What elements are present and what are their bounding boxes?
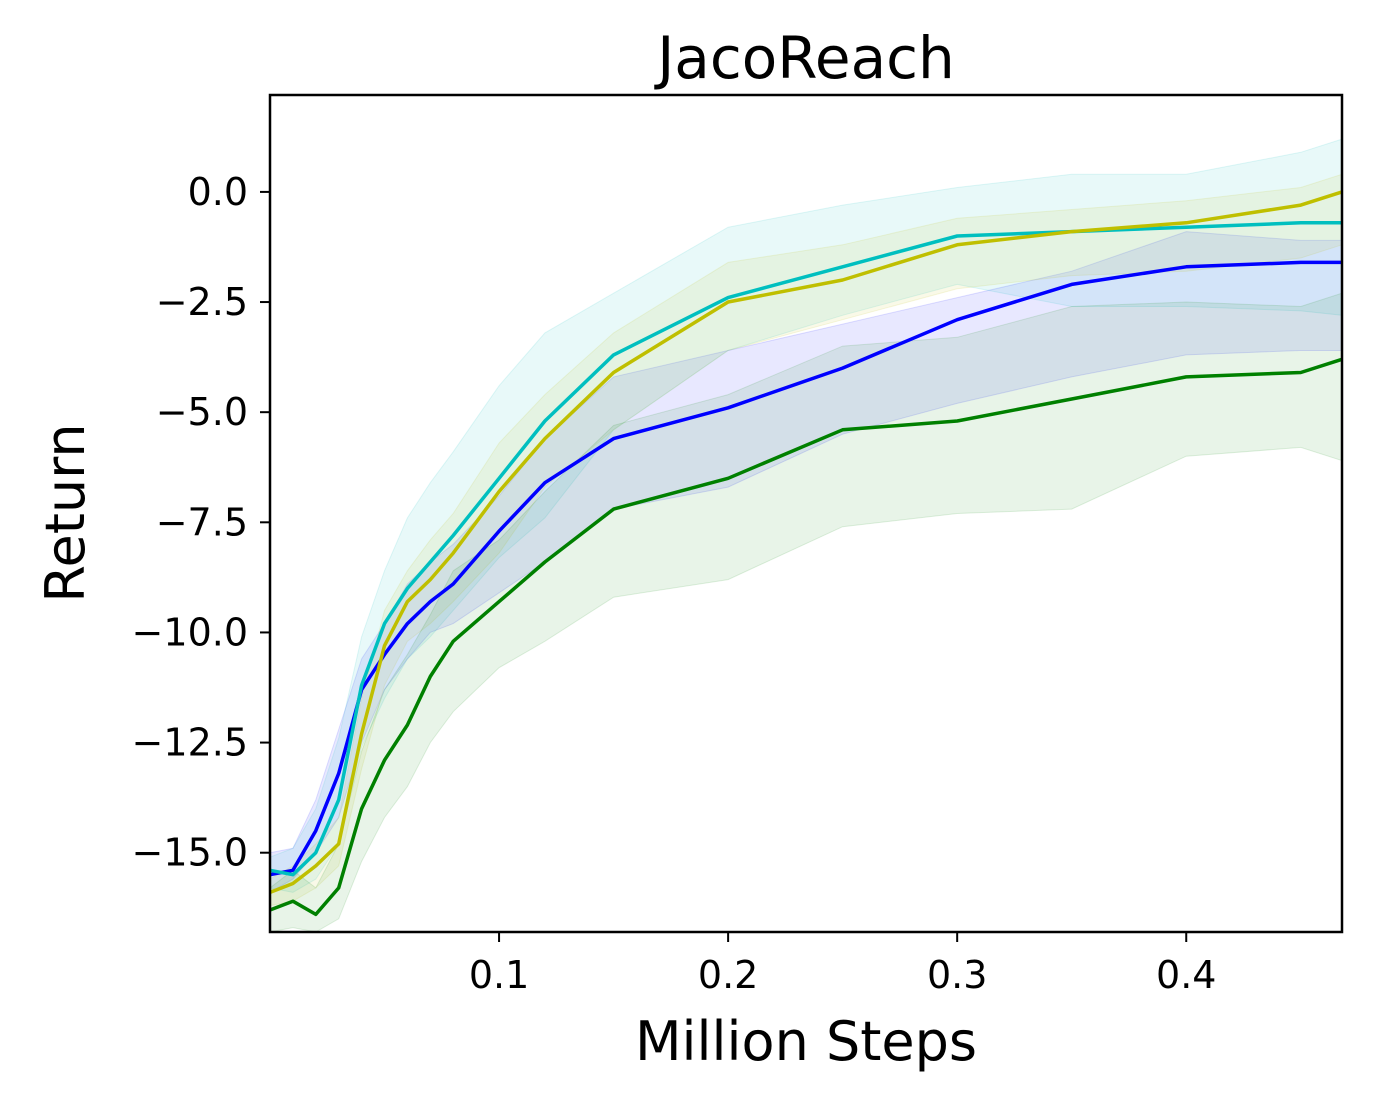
series-lines bbox=[269, 190, 1343, 917]
y-axis-ticks: 0.0 −2.5 −5.0 −7.5 −10.0 −12.5 −15.0 bbox=[132, 170, 270, 875]
series-4-line bbox=[269, 357, 1343, 917]
y-tick-label: −15.0 bbox=[132, 831, 248, 875]
x-axis-label: Million Steps bbox=[635, 1010, 977, 1073]
confidence-bands bbox=[269, 138, 1343, 933]
y-tick-label: −12.5 bbox=[132, 721, 248, 765]
y-tick-label: −10.0 bbox=[132, 610, 248, 654]
y-tick-label: −7.5 bbox=[156, 500, 248, 544]
x-tick-label: 0.2 bbox=[698, 953, 758, 997]
x-tick-label: 0.1 bbox=[469, 953, 529, 997]
x-tick-label: 0.4 bbox=[1156, 953, 1216, 997]
y-tick-label: −2.5 bbox=[156, 280, 248, 324]
x-tick-label: 0.3 bbox=[927, 953, 987, 997]
plot-frame bbox=[268, 93, 1344, 934]
x-axis-ticks: 0.1 0.2 0.3 0.4 bbox=[469, 932, 1216, 997]
y-axis-label: Return bbox=[34, 423, 97, 602]
y-tick-label: −5.0 bbox=[156, 390, 248, 434]
y-tick-label: 0.0 bbox=[188, 170, 248, 214]
chart-title: JacoReach bbox=[654, 24, 955, 92]
series-3-line bbox=[269, 190, 1343, 895]
series-1-line bbox=[269, 260, 1342, 877]
